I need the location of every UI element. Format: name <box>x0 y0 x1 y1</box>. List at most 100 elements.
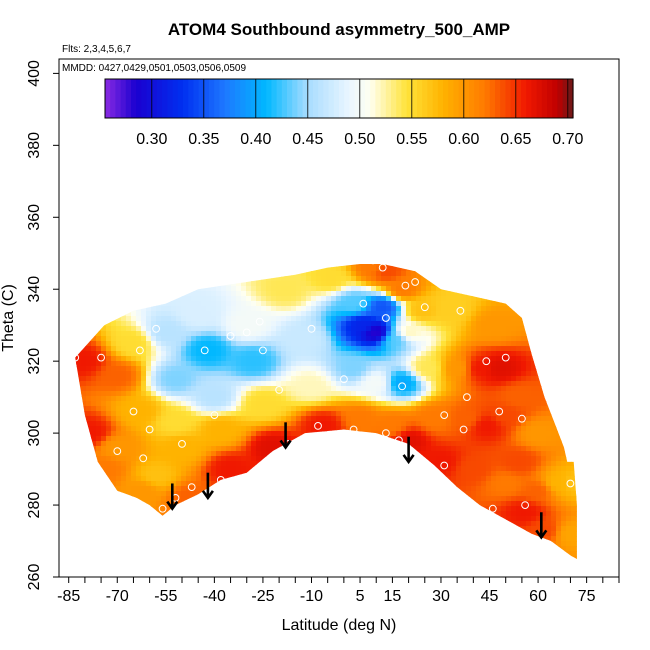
field-cell <box>456 291 462 297</box>
field-cell <box>436 481 442 487</box>
field-cell <box>411 446 417 452</box>
field-cell <box>506 491 512 497</box>
field-cell <box>141 406 147 412</box>
field-cell <box>311 286 317 292</box>
field-cell <box>291 271 297 277</box>
field-cell <box>511 416 517 422</box>
field-cell <box>351 271 357 277</box>
field-cell <box>356 371 362 377</box>
field-cell <box>456 376 462 382</box>
field-cell <box>451 436 457 442</box>
field-cell <box>526 451 532 457</box>
field-cell <box>516 336 522 342</box>
field-cell <box>186 316 192 322</box>
field-cell <box>211 456 217 462</box>
field-cell <box>571 321 577 327</box>
field-cell <box>146 311 152 317</box>
field-cell <box>241 446 247 452</box>
field-cell <box>451 451 457 457</box>
field-cell <box>566 411 572 417</box>
field-cell <box>456 336 462 342</box>
field-cell <box>166 381 172 387</box>
field-cell <box>111 436 117 442</box>
field-cell <box>136 486 142 492</box>
field-cell <box>246 281 252 287</box>
field-cell <box>506 264 512 267</box>
field-cell <box>91 461 97 467</box>
field-cell <box>361 291 367 297</box>
field-cell <box>146 476 152 482</box>
field-cell <box>191 266 197 272</box>
field-cell <box>536 386 542 392</box>
field-cell <box>216 306 222 312</box>
field-cell <box>376 396 382 402</box>
field-cell <box>421 481 427 487</box>
field-cell <box>531 306 537 312</box>
field-cell <box>446 371 452 377</box>
field-cell <box>161 486 167 492</box>
field-cell <box>81 391 87 397</box>
field-cell <box>376 266 382 272</box>
field-cell <box>416 406 422 412</box>
field-cell <box>506 301 512 307</box>
field-cell <box>321 451 327 457</box>
field-cell <box>276 456 282 462</box>
field-cell <box>106 376 112 382</box>
field-cell <box>171 336 177 342</box>
field-cell <box>126 371 132 377</box>
field-cell <box>116 461 122 467</box>
field-cell <box>201 336 207 342</box>
field-cell <box>326 411 332 417</box>
field-cell <box>496 301 502 307</box>
field-cell <box>391 291 397 297</box>
field-cell <box>136 336 142 342</box>
field-cell <box>276 311 282 317</box>
field-cell <box>536 396 542 402</box>
field-cell <box>556 496 562 502</box>
field-cell <box>506 486 512 492</box>
field-cell <box>156 376 162 382</box>
field-cell <box>426 256 432 262</box>
field-cell <box>236 471 242 477</box>
field-cell <box>551 366 557 372</box>
field-cell <box>116 481 122 487</box>
field-cell <box>191 396 197 402</box>
field-cell <box>416 471 422 477</box>
field-cell <box>321 301 327 307</box>
field-cell <box>326 371 332 377</box>
field-cell <box>196 401 202 407</box>
field-cell <box>81 296 87 302</box>
field-cell <box>281 486 287 492</box>
field-cell <box>411 346 417 352</box>
field-cell <box>251 321 257 327</box>
field-cell <box>376 286 382 292</box>
field-cell <box>96 356 102 362</box>
field-cell <box>461 346 467 352</box>
field-cell <box>131 306 137 312</box>
field-cell <box>131 266 137 272</box>
field-cell <box>166 396 172 402</box>
field-cell <box>281 371 287 377</box>
field-cell <box>181 386 187 392</box>
field-cell <box>341 321 347 327</box>
field-cell <box>446 264 452 267</box>
field-cell <box>551 326 557 332</box>
field-cell <box>521 386 527 392</box>
field-cell <box>156 271 162 277</box>
field-cell <box>171 346 177 352</box>
field-cell <box>106 316 112 322</box>
field-cell <box>221 356 227 362</box>
field-cell <box>506 391 512 397</box>
field-cell <box>161 361 167 367</box>
field-cell <box>191 446 197 452</box>
field-cell <box>551 276 557 282</box>
field-cell <box>421 381 427 387</box>
field-cell <box>86 296 92 302</box>
field-cell <box>496 466 502 472</box>
field-cell <box>306 421 312 427</box>
field-cell <box>221 371 227 377</box>
field-cell <box>76 446 82 452</box>
field-cell <box>186 266 192 272</box>
field-cell <box>246 431 252 437</box>
field-cell <box>426 276 432 282</box>
